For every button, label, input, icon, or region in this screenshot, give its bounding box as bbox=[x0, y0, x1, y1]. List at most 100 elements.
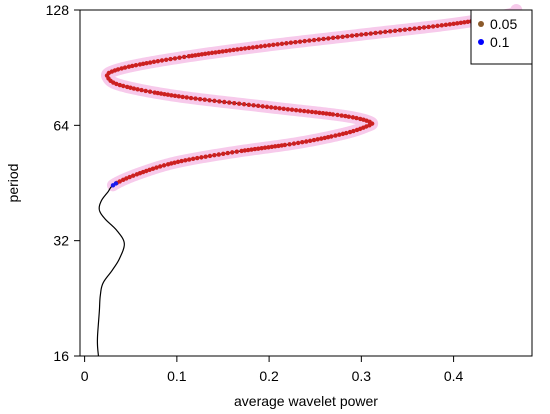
significance-dot-0-05 bbox=[127, 174, 132, 180]
significance-dot-0-05 bbox=[172, 93, 178, 99]
significance-dot-0-05 bbox=[236, 101, 242, 106]
significance-dot-0-05 bbox=[339, 113, 344, 118]
significance-dot-0-05 bbox=[287, 142, 292, 147]
significance-dot-0-05 bbox=[217, 99, 222, 104]
significance-dot-0-05 bbox=[239, 148, 244, 154]
significance-dot-0-05 bbox=[199, 155, 204, 160]
significance-dot-0-05 bbox=[169, 93, 174, 98]
x-tick-label: 0.1 bbox=[167, 368, 187, 384]
significance-dot-0-05 bbox=[275, 42, 280, 47]
significance-dot-0-1 bbox=[113, 181, 119, 186]
significance-dot-0-05 bbox=[154, 165, 159, 170]
significance-dot-0-05 bbox=[430, 24, 436, 29]
significance-dot-0-05 bbox=[373, 30, 378, 36]
significance-dot-0-05 bbox=[343, 113, 348, 119]
significance-dot-0-05 bbox=[227, 48, 233, 53]
significance-dot-0-05 bbox=[131, 86, 137, 91]
significance-dot-0-05 bbox=[359, 32, 364, 37]
significance-dot-0-05 bbox=[147, 167, 152, 173]
significance-dot-0-05 bbox=[319, 136, 324, 141]
significance-dot-0-05 bbox=[168, 56, 173, 62]
significance-dot-0-05 bbox=[337, 132, 342, 137]
significance-dot-0-05 bbox=[462, 20, 467, 25]
significance-dot-0-05 bbox=[155, 58, 161, 64]
significance-dot-0-05 bbox=[193, 53, 198, 58]
significance-dot-0-05 bbox=[169, 161, 174, 166]
significance-dot-0-05 bbox=[368, 31, 373, 36]
significance-dot-0-05 bbox=[281, 106, 286, 112]
significance-dot-0-05 bbox=[242, 46, 248, 51]
significance-dot-0-05 bbox=[259, 145, 264, 151]
significance-dot-0-05 bbox=[225, 150, 230, 156]
significance-dot-0-05 bbox=[213, 50, 218, 55]
significance-dot-0-05 bbox=[203, 154, 208, 159]
significance-dot-0-05 bbox=[273, 105, 278, 111]
significance-dot-0-05 bbox=[421, 25, 427, 30]
significance-dot-0-05 bbox=[161, 163, 167, 168]
significance-dot-0-05 bbox=[181, 54, 187, 60]
significance-dot-0-05 bbox=[224, 48, 229, 54]
y-axis-title: period bbox=[5, 164, 21, 203]
x-tick-label: 0.3 bbox=[352, 368, 372, 384]
significance-dot-0-05 bbox=[363, 31, 369, 37]
legend-box bbox=[470, 9, 533, 65]
significance-dot-0-05 bbox=[117, 179, 122, 184]
significance-dot-0-05 bbox=[180, 94, 185, 100]
significance-dot-0-05 bbox=[307, 38, 312, 43]
significance-dot-0-05 bbox=[320, 110, 326, 116]
significance-dot-0-05 bbox=[203, 51, 208, 57]
significance-dot-0-05 bbox=[183, 158, 188, 163]
x-axis: 0 0.1 0.2 0.3 0.4 bbox=[81, 355, 464, 384]
significance-dot-0-05 bbox=[234, 149, 239, 154]
significance-dot-0-05 bbox=[252, 146, 258, 152]
significance-dot-0-05 bbox=[284, 41, 289, 46]
significance-dot-0-05 bbox=[271, 42, 276, 48]
significance-dot-0-05 bbox=[282, 142, 288, 148]
significance-dot-0-05 bbox=[165, 92, 171, 97]
legend-label: 0.1 bbox=[490, 34, 510, 50]
significance-dot-0-05 bbox=[329, 134, 334, 139]
significance-dot-0-05 bbox=[317, 110, 322, 115]
significance-dot-0-05 bbox=[335, 112, 340, 118]
significance-dot-0-05 bbox=[206, 51, 211, 56]
significance-dot-0-05 bbox=[345, 34, 350, 39]
significance-dot-0-05 bbox=[119, 66, 124, 71]
x-tick-label: 0.2 bbox=[259, 368, 279, 384]
significance-dot-0-05 bbox=[358, 116, 363, 122]
significance-dot-0-05 bbox=[443, 22, 449, 28]
significance-dot-0-05 bbox=[300, 140, 305, 145]
legend: 0.05 0.1 bbox=[470, 9, 533, 65]
significance-dot-0-05 bbox=[245, 147, 251, 153]
significance-dot-0-05 bbox=[458, 20, 464, 25]
significance-dot-0-05 bbox=[383, 29, 388, 35]
significance-dot-0-05 bbox=[199, 52, 205, 57]
significance-dot-0-05 bbox=[163, 57, 169, 62]
significance-dot-0-05 bbox=[313, 110, 318, 115]
significance-dot-0-05 bbox=[207, 153, 213, 159]
significance-dot-0-05 bbox=[266, 145, 271, 150]
significance-dot-0-05 bbox=[115, 67, 121, 72]
significance-dot-0-05 bbox=[302, 38, 307, 44]
significance-dot-0-05 bbox=[221, 151, 226, 156]
significance-dot-0-05 bbox=[447, 22, 453, 27]
significance-dot-0-05 bbox=[242, 148, 248, 153]
significance-dot-0-05 bbox=[260, 104, 265, 109]
significance-dot-0-05 bbox=[147, 89, 153, 94]
significance-dot-0-05 bbox=[124, 176, 129, 181]
significance-dot-0-05 bbox=[297, 39, 303, 44]
significance-dot-0-05 bbox=[407, 26, 412, 32]
significance-dot-0-05 bbox=[140, 61, 146, 66]
significance-dot-0-05 bbox=[175, 159, 181, 165]
significance-dot-0-05 bbox=[231, 47, 236, 53]
significance-dot-0-05 bbox=[465, 19, 470, 24]
y-tick-label: 32 bbox=[53, 233, 69, 249]
significance-dot-0-05 bbox=[262, 145, 268, 150]
significance-dot-0-05 bbox=[172, 56, 178, 61]
significance-dot-0-05 bbox=[184, 95, 189, 100]
significance-dot-0-05 bbox=[177, 55, 182, 60]
significance-dot-0-05 bbox=[152, 90, 157, 95]
significance-dot-0-05 bbox=[207, 98, 212, 103]
significance-dot-0-05 bbox=[151, 59, 157, 65]
significance-dot-0-05 bbox=[451, 21, 456, 27]
significance-dot-0-05 bbox=[315, 137, 320, 142]
